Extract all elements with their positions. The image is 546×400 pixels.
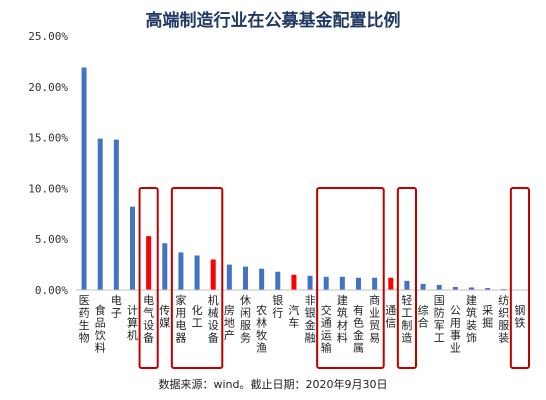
bar bbox=[339, 276, 345, 290]
bar bbox=[210, 259, 216, 290]
x-tick-label: 建筑装饰 bbox=[466, 293, 477, 345]
bar bbox=[243, 266, 248, 290]
highlight-box bbox=[396, 187, 418, 369]
bar bbox=[226, 264, 232, 290]
bar bbox=[501, 288, 507, 290]
bar bbox=[356, 277, 361, 290]
x-tick-label: 汽车 bbox=[288, 303, 299, 330]
x-tick-label: 公用事业 bbox=[450, 304, 461, 355]
bar bbox=[452, 286, 458, 290]
x-tick-label: 家用电器 bbox=[175, 293, 186, 345]
x-tick-label: 机械设备 bbox=[208, 293, 219, 345]
x-tick-label: 房地产 bbox=[224, 304, 235, 342]
x-tick-label: 商业贸易 bbox=[369, 293, 380, 345]
bar bbox=[469, 287, 474, 290]
x-tick-label: 交通运输 bbox=[321, 303, 332, 355]
highlight-box bbox=[509, 187, 531, 369]
x-tick-label: 化工 bbox=[192, 303, 203, 330]
x-tick-label: 电子 bbox=[111, 294, 122, 320]
x-tick-label: 有色金属 bbox=[353, 303, 364, 355]
x-tick-label: 银行 bbox=[272, 293, 283, 320]
x-tick-label: 传媒 bbox=[159, 304, 170, 330]
y-tick-label: 20.00% bbox=[28, 81, 68, 94]
y-tick-label: 0.00% bbox=[35, 284, 68, 297]
chart-title: 高端制造行业在公募基金配置比例 bbox=[145, 11, 401, 31]
y-tick-label: 15.00% bbox=[28, 132, 68, 145]
x-tick-label: 非银金融 bbox=[305, 294, 316, 345]
bar bbox=[162, 243, 168, 290]
chart-source-note: 数据来源：wind。截止日期：2020年9月30日 bbox=[158, 378, 388, 391]
x-tick-label: 纺织服装 bbox=[498, 293, 509, 345]
bar bbox=[194, 255, 200, 290]
y-tick-label: 25.00% bbox=[28, 30, 68, 43]
x-tick-label: 采掘 bbox=[482, 304, 493, 330]
highlight-box bbox=[316, 187, 385, 369]
bar bbox=[130, 206, 135, 290]
x-tick-label: 农林牧渔 bbox=[256, 303, 267, 355]
x-tick-label: 轻工制造 bbox=[401, 293, 412, 345]
highlight-box bbox=[138, 187, 159, 369]
bar bbox=[81, 67, 87, 290]
bar bbox=[372, 277, 378, 290]
bar bbox=[97, 138, 103, 290]
bar bbox=[420, 283, 426, 290]
x-tick-label: 医药生物 bbox=[79, 294, 90, 345]
bar bbox=[307, 275, 313, 290]
y-tick-label: 10.00% bbox=[28, 182, 68, 195]
x-tick-label: 通信 bbox=[385, 304, 396, 330]
bar bbox=[323, 276, 329, 290]
bar bbox=[259, 268, 265, 290]
bar bbox=[113, 139, 119, 290]
x-tick-label: 综合 bbox=[418, 303, 429, 330]
bar bbox=[291, 274, 297, 290]
bar bbox=[275, 271, 281, 290]
x-tick-label: 国防军工 bbox=[434, 294, 445, 345]
x-tick-label: 休闲服务 bbox=[240, 294, 251, 345]
bar bbox=[485, 287, 491, 290]
bar-series bbox=[81, 67, 523, 291]
x-tick-label: 电气设备 bbox=[143, 294, 154, 345]
y-tick-label: 5.00% bbox=[35, 233, 68, 246]
y-axis-ticks: 25.00% 20.00% 15.00% 10.00% 5.00% 0.00% bbox=[28, 30, 68, 297]
highlight-box bbox=[170, 187, 224, 369]
bar bbox=[388, 277, 394, 290]
x-tick-label: 食品饮料 bbox=[95, 303, 106, 355]
x-tick-label: 计算机 bbox=[127, 304, 138, 342]
bar bbox=[404, 280, 410, 290]
highlight-boxes bbox=[138, 187, 531, 369]
bar bbox=[178, 252, 184, 290]
x-tick-label: 建筑材料 bbox=[337, 293, 348, 345]
bar bbox=[146, 236, 152, 290]
bar bbox=[436, 284, 442, 290]
x-tick-label: 钢铁 bbox=[514, 304, 525, 330]
